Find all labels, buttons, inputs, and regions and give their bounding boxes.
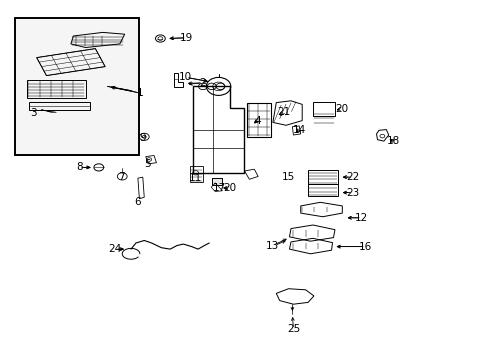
Text: 17: 17 (212, 183, 225, 193)
Bar (15, 18, 139, 155)
Text: 21: 21 (276, 107, 290, 117)
Text: 22: 22 (346, 172, 359, 182)
Text: 7: 7 (118, 172, 124, 182)
Text: 25: 25 (286, 324, 300, 334)
Bar (211, 178, 222, 185)
Text: 23: 23 (346, 188, 359, 198)
Text: 6: 6 (134, 197, 141, 207)
Text: 15: 15 (281, 172, 295, 182)
Bar (15, 18, 139, 155)
Text: 12: 12 (354, 213, 368, 223)
Text: 24: 24 (108, 244, 122, 254)
Text: 2: 2 (199, 78, 206, 88)
Bar (211, 178, 222, 185)
Text: 1: 1 (136, 88, 143, 98)
Text: 20: 20 (223, 183, 236, 193)
Text: 13: 13 (265, 240, 279, 251)
Text: 14: 14 (292, 125, 305, 135)
Text: 19: 19 (180, 33, 193, 43)
Text: 10: 10 (179, 72, 192, 82)
Text: 20: 20 (334, 104, 347, 114)
Text: 18: 18 (386, 136, 400, 146)
Text: 16: 16 (358, 242, 372, 252)
Text: 1: 1 (136, 88, 143, 98)
Text: 9: 9 (139, 132, 146, 143)
Text: 3: 3 (30, 108, 37, 118)
Text: 8: 8 (76, 162, 82, 172)
Text: 5: 5 (144, 159, 151, 169)
Text: 4: 4 (254, 116, 261, 126)
Text: 11: 11 (188, 173, 202, 183)
